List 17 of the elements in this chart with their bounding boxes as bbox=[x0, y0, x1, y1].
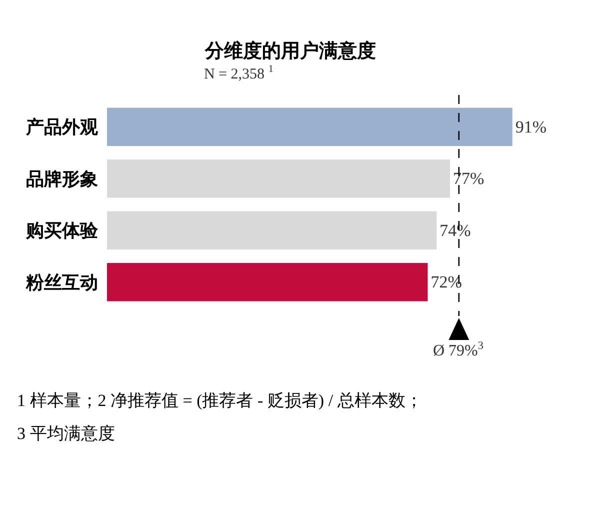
bar bbox=[107, 159, 450, 198]
y-tick-label: 购买体验 bbox=[25, 220, 99, 241]
y-tick-label: 品牌形象 bbox=[26, 168, 98, 189]
data-label: 72% bbox=[430, 272, 462, 292]
data-label: 77% bbox=[452, 169, 484, 188]
y-tick-label: 产品外观 bbox=[25, 117, 99, 138]
data-label: 91% bbox=[515, 117, 547, 136]
text: 1 样本量；2 净推荐值 = (推荐者 - 贬损者) / 总样本数； bbox=[17, 391, 422, 410]
y-tick-label: 粉丝互动 bbox=[25, 272, 98, 292]
chart-title: 分维度的用户满意度 bbox=[204, 40, 376, 62]
ref-line-label: Ø 79%$^{3}$ bbox=[433, 340, 484, 360]
text: 3 平均满意度 bbox=[17, 424, 115, 443]
bar bbox=[107, 211, 437, 250]
bar bbox=[107, 262, 428, 302]
chart-subtitle: N = 2,358 $^{1}$ bbox=[204, 64, 274, 82]
bar bbox=[107, 108, 512, 146]
data-label: 74% bbox=[440, 220, 471, 240]
